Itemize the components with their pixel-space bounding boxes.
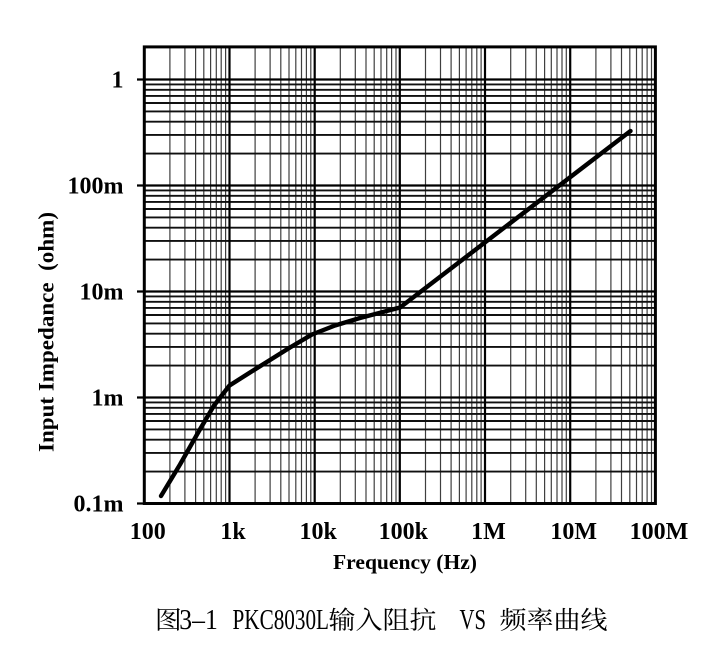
svg-text:10M: 10M <box>550 519 597 545</box>
svg-text:3–1: 3–1 <box>179 605 218 636</box>
svg-text:Input Impedance (ohm): Input Impedance (ohm) <box>34 212 59 452</box>
svg-text:1m: 1m <box>92 385 124 411</box>
svg-text:VS: VS <box>460 605 487 636</box>
svg-text:100: 100 <box>130 519 166 545</box>
svg-text:100m: 100m <box>68 173 124 199</box>
svg-text:PKC8030L: PKC8030L <box>233 605 330 636</box>
svg-text:1M: 1M <box>471 519 506 545</box>
svg-text:0.1m: 0.1m <box>74 491 124 517</box>
svg-text:1: 1 <box>112 67 124 93</box>
svg-text:100k: 100k <box>379 519 429 545</box>
svg-text:100M: 100M <box>630 519 689 545</box>
svg-text:1k: 1k <box>220 519 246 545</box>
svg-text:10m: 10m <box>80 279 124 305</box>
svg-text:10k: 10k <box>300 519 338 545</box>
svg-text:Frequency (Hz): Frequency (Hz) <box>333 550 477 574</box>
